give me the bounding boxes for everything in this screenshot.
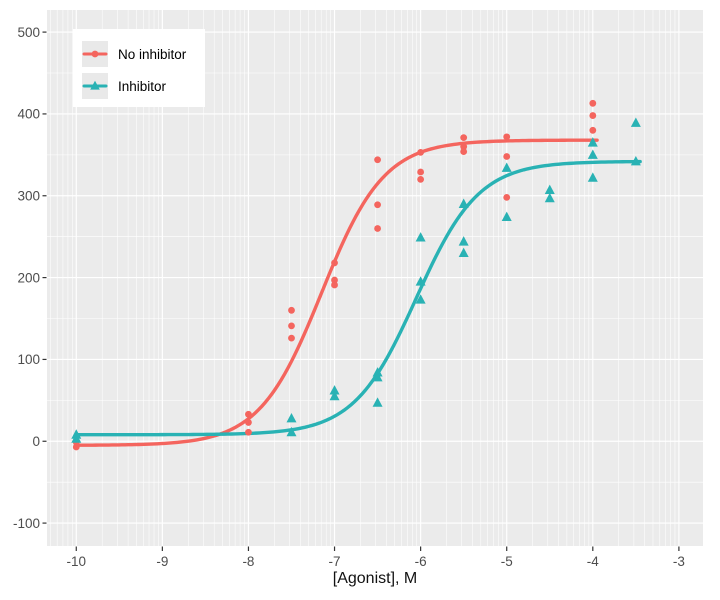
y-tick-label: -100 [13,516,40,531]
data-point-triangle [458,236,469,246]
x-tick-label: -5 [501,554,513,569]
legend-label-inhibitor: Inhibitor [118,78,167,94]
data-point-circle [245,410,252,418]
legend-label-no-inhibitor: No inhibitor [118,46,187,62]
data-point-triangle [544,184,555,195]
data-point-circle [417,175,425,183]
y-tick-label: 300 [17,188,40,203]
x-tick-label: -9 [156,554,168,569]
data-point-circle [288,306,295,314]
data-point-triangle [630,117,641,127]
x-axis-title: [Agonist], M [332,570,418,587]
data-point-circle [374,201,381,209]
data-point-triangle [329,390,340,401]
data-point-triangle [501,211,512,222]
y-tick-label: 100 [17,352,40,367]
y-tick-label: 400 [17,107,40,122]
x-axis-tick-labels: -10 -9 -8 -7 -6 -5 -4 -3 [67,554,685,569]
data-point-circle [589,126,597,134]
data-point-circle [374,156,381,164]
legend: No inhibitor Inhibitor [73,29,205,107]
data-point-triangle [544,192,555,203]
data-point-circle [288,334,295,342]
data-point-triangle [458,247,469,258]
x-tick-label: -8 [242,554,254,569]
y-tick-label: 500 [17,25,40,40]
data-point-circle [245,428,252,436]
data-point-circle [460,148,468,155]
data-point-circle [503,153,511,160]
data-point-triangle [286,412,297,423]
data-point-circle [503,193,511,201]
data-point-triangle [501,162,512,172]
fit-curve-no-inhibitor [74,138,599,447]
data-point-circle [417,148,425,156]
data-point-circle [331,281,338,289]
data-point-circle [331,276,338,284]
legend-key-triangle-icon [82,73,108,99]
fit-curve-inhibitor [74,159,642,437]
data-point-circle [460,143,468,151]
data-point-circle [374,225,381,232]
x-axis-ticks [75,546,680,551]
legend-entry-inhibitor: Inhibitor [82,71,205,101]
data-point-circle [417,168,425,176]
data-point-circle [460,134,468,142]
data-point-circle [331,259,338,267]
data-point-triangle [587,149,598,159]
grid-major [47,10,703,546]
y-axis-ticks [42,31,47,524]
data-point-triangle [415,232,426,242]
x-tick-label: -4 [587,554,599,569]
x-tick-label: -7 [329,554,341,569]
y-axis-tick-labels: -100 0 100 200 300 400 500 [13,25,40,531]
legend-key-circle-icon [82,41,108,67]
data-point-circle [503,133,511,141]
data-point-circle [72,443,80,451]
x-tick-label: -10 [67,554,87,569]
data-point-triangle [587,172,598,182]
data-point-triangle [458,198,469,208]
y-tick-label: 0 [32,434,40,449]
x-tick-label: -3 [673,554,685,569]
data-point-circle [589,112,597,119]
data-point-triangle [372,372,383,382]
data-point-circle [288,322,295,330]
data-point-triangle [415,276,426,286]
y-tick-label: 200 [17,270,40,285]
data-point-triangle [372,367,383,377]
data-points-inhibitor [71,117,641,443]
data-point-triangle [286,426,297,437]
data-point-triangle [71,433,82,443]
data-point-triangle [415,294,426,304]
data-point-circle [589,99,597,107]
legend-entry-no-inhibitor: No inhibitor [82,39,205,69]
data-point-triangle [587,137,598,147]
data-point-circle [245,419,252,426]
data-point-triangle [329,385,340,395]
data-point-triangle [630,155,641,166]
x-tick-label: -6 [415,554,427,569]
data-point-triangle [372,397,383,407]
